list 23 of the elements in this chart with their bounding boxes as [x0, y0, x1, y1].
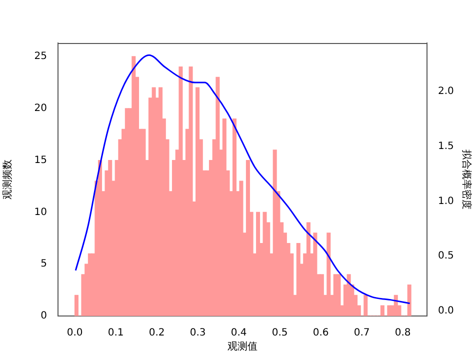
y-tick-label: 20 — [34, 102, 47, 114]
y-axis-title: 观测频数 — [2, 160, 14, 200]
x-tick-label: 0.6 — [312, 328, 329, 339]
x-tick-label: 0.0 — [66, 328, 83, 339]
y-tick-label: 15 — [34, 154, 47, 166]
y2-tick-label: 1.0 — [438, 196, 454, 207]
y2-axis-title: 拟合概率密度 — [460, 150, 472, 210]
y-tick-label: 10 — [34, 206, 47, 218]
x-tick-label: 0.5 — [272, 328, 288, 339]
y2-tick-label: 2.0 — [438, 86, 454, 97]
y-tick-label: 25 — [34, 51, 47, 62]
x-axis-title: 观测值 — [228, 340, 258, 353]
x-tick-label: 0.4 — [230, 328, 247, 339]
y2-tick-label: 0.5 — [438, 250, 454, 262]
x-tick-label: 0.3 — [190, 328, 206, 339]
y-tick-label: 0 — [40, 310, 47, 322]
y-tick-label: 5 — [40, 258, 47, 270]
x-tick-label: 0.1 — [108, 328, 124, 339]
x-tick-label: 0.2 — [148, 328, 165, 339]
y2-tick-label: 0.0 — [438, 306, 454, 317]
y2-tick-label: 1.5 — [438, 140, 454, 152]
x-tick-label: 0.7 — [354, 328, 370, 339]
x-tick-label: 0.8 — [394, 328, 411, 339]
